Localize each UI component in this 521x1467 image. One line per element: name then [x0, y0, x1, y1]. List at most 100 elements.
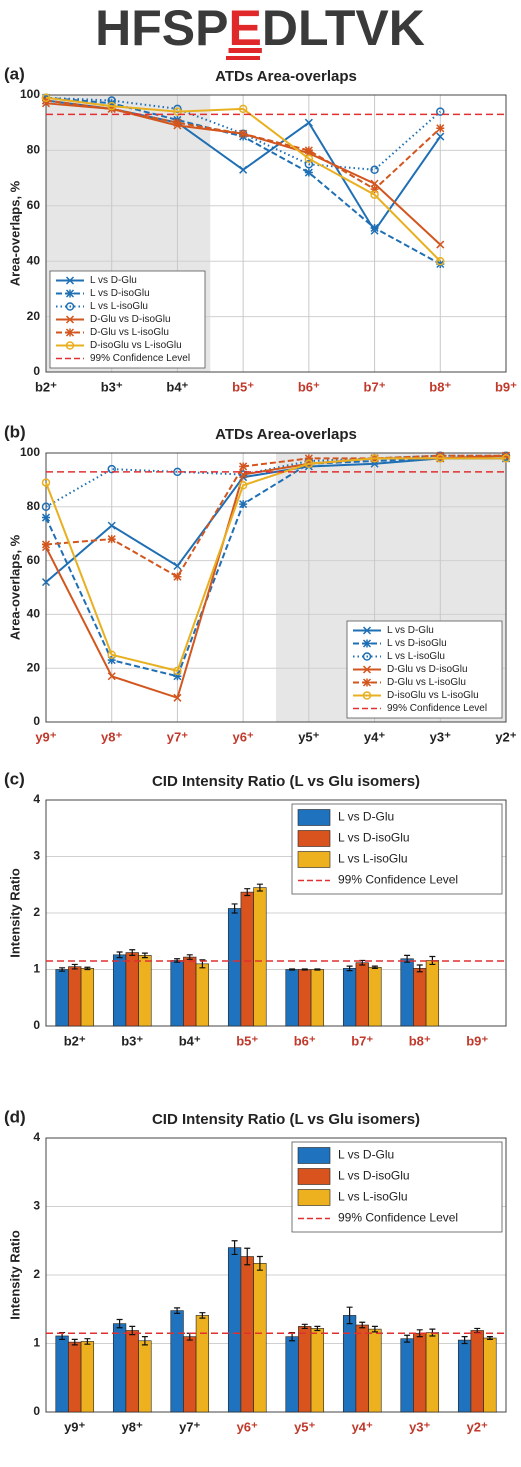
- legend-label: D-Glu vs D-isoGlu: [90, 314, 171, 325]
- marker: [41, 540, 51, 549]
- bar: [253, 1263, 267, 1413]
- marker: [239, 129, 248, 138]
- marker: [107, 672, 116, 681]
- marker: [107, 101, 116, 111]
- bar: [400, 1338, 414, 1413]
- marker: [239, 500, 248, 509]
- sequence-prefix: HFSP: [95, 0, 228, 56]
- bar: [457, 1339, 472, 1413]
- y-axis-label: Intensity Ratio: [7, 868, 22, 958]
- bar: [170, 960, 184, 1027]
- legend-marker: [362, 626, 372, 635]
- error-bar: [416, 964, 423, 973]
- marker: [107, 96, 116, 105]
- x-tick-label: y9⁺: [35, 729, 56, 744]
- bar: [413, 968, 427, 1027]
- legend-label: D-isoGlu vs L-isoGlu: [387, 690, 479, 701]
- legend-label: 99% Confidence Level: [338, 873, 458, 887]
- sequence-highlight: E: [229, 0, 262, 56]
- marker-x: [65, 276, 75, 285]
- marker-circle: [370, 165, 379, 175]
- bar: [342, 1315, 357, 1413]
- marker: [41, 513, 51, 522]
- y-tick-label: 40: [27, 253, 41, 267]
- x-tick-label: y4⁺: [352, 1419, 373, 1434]
- y-tick-label: 40: [27, 607, 41, 621]
- bar: [470, 1330, 484, 1413]
- marker: [239, 165, 248, 174]
- legend-label: D-Glu vs L-isoGlu: [387, 677, 466, 688]
- x-tick-label: b8⁺: [409, 1033, 431, 1048]
- y-tick-label: 100: [20, 87, 40, 101]
- marker-circle: [107, 650, 116, 659]
- panel-label: (a): [4, 64, 25, 83]
- chart-title: ATDs Area-overlaps: [215, 68, 357, 85]
- bar: [112, 1323, 127, 1413]
- x-tick-label: y2⁺: [495, 729, 516, 744]
- peptide-sequence: HFSPEDLTVK: [95, 0, 425, 56]
- marker-circle: [238, 481, 248, 490]
- x-tick-label: b6⁺: [294, 1033, 316, 1048]
- bar: [413, 1332, 427, 1413]
- marker-circle: [41, 93, 51, 103]
- error-bar: [416, 1329, 423, 1338]
- marker: [436, 454, 445, 463]
- y-tick-label: 20: [27, 309, 41, 323]
- bar: [355, 1324, 369, 1413]
- y-tick-label: 0: [33, 714, 40, 728]
- x-tick-label: b7⁺: [364, 379, 386, 394]
- legend-swatch: [297, 830, 331, 847]
- marker: [370, 454, 379, 463]
- bar: [425, 1332, 440, 1413]
- error-bar: [244, 888, 251, 897]
- marker-circle: [304, 154, 314, 163]
- marker-circle: [107, 464, 116, 474]
- legend-label: D-isoGlu vs L-isoGlu: [90, 340, 182, 351]
- marker-x: [436, 132, 445, 141]
- error-bar: [186, 954, 193, 960]
- x-tick-label: y4⁺: [364, 729, 385, 744]
- x-tick-label: y8⁺: [101, 729, 122, 744]
- y-tick-label: 80: [27, 143, 41, 157]
- x-tick-label: b9⁺: [466, 1033, 488, 1048]
- legend-swatch: [297, 851, 331, 868]
- series-line: [45, 96, 441, 262]
- bar: [298, 1326, 312, 1413]
- marker: [41, 578, 51, 587]
- marker-plus: [66, 328, 74, 337]
- error-bar: [461, 1336, 468, 1345]
- bar: [240, 891, 254, 1027]
- bar: [183, 1336, 197, 1413]
- bar: [170, 1310, 184, 1413]
- legend-label: L vs L-isoGlu: [338, 852, 408, 866]
- y-tick-label: 2: [33, 1267, 40, 1281]
- marker-circle: [304, 459, 314, 469]
- bar: [55, 1335, 69, 1413]
- x-tick-label: b2⁺: [35, 379, 57, 394]
- y-tick-label: 0: [33, 1018, 40, 1032]
- marker-circle: [65, 302, 75, 311]
- bar: [310, 969, 325, 1027]
- panel-label: (c): [4, 769, 25, 788]
- x-tick-label: y6⁺: [237, 1419, 258, 1434]
- x-tick-label: y8⁺: [122, 1419, 143, 1434]
- x-tick-label: y3⁺: [409, 1419, 430, 1434]
- error-bar: [289, 968, 296, 971]
- y-tick-label: 4: [33, 792, 40, 806]
- error-bar: [71, 963, 78, 970]
- marker-plus: [239, 500, 248, 509]
- marker: [370, 223, 379, 232]
- marker-plus: [173, 672, 182, 681]
- marker-plus: [173, 572, 182, 581]
- x-tick-label: b5⁺: [232, 379, 254, 394]
- error-bar: [359, 1321, 366, 1329]
- sequence-suffix: DLTVK: [262, 0, 425, 56]
- error-bar: [314, 968, 321, 971]
- marker: [173, 118, 182, 127]
- y-tick-label: 4: [33, 1130, 40, 1144]
- x-tick-label: b4⁺: [179, 1033, 201, 1048]
- marker: [238, 481, 248, 490]
- marker: [41, 93, 51, 103]
- marker: [107, 464, 116, 474]
- legend-marker: [362, 691, 372, 700]
